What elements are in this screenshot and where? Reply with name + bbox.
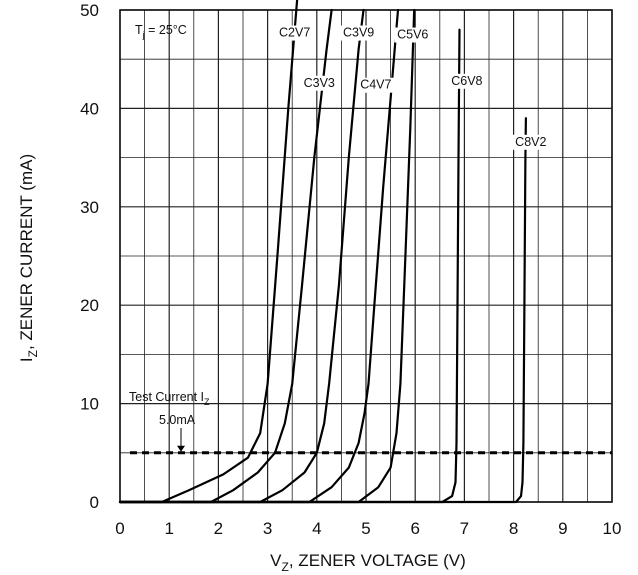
x-tick-label: 3 xyxy=(263,519,272,538)
test-current-group xyxy=(130,428,612,455)
series-label-background xyxy=(512,134,550,150)
condition-label: Tj = 25°C xyxy=(135,23,187,40)
series-label-background xyxy=(448,73,486,89)
x-tick-label: 5 xyxy=(361,519,370,538)
curve-c8v2 xyxy=(118,117,527,504)
curve-c5v6 xyxy=(118,8,416,504)
series-labels: C2V7 C3V3 C3V9 C4V7 C5V6 C6V8 C8V2 xyxy=(276,25,550,150)
curve-c3v9 xyxy=(118,8,365,504)
x-tick-label: 8 xyxy=(509,519,518,538)
test-current-value: 5.0mA xyxy=(159,413,196,427)
x-tick-label: 0 xyxy=(115,519,124,538)
curve-c2v7 xyxy=(118,0,299,504)
y-tick-label: 0 xyxy=(90,493,99,512)
y-tick-label: 50 xyxy=(80,1,99,20)
x-axis-title: VZ, ZENER VOLTAGE (V) xyxy=(270,551,466,574)
series-label-background xyxy=(357,77,395,93)
y-tick-label: 20 xyxy=(80,296,99,315)
x-tick-label: 4 xyxy=(312,519,321,538)
series-label-c3v3: C3V3 xyxy=(304,76,335,90)
series-label-background xyxy=(300,75,338,91)
x-tick-label: 1 xyxy=(164,519,173,538)
series-label-background xyxy=(276,25,314,41)
series-label-background xyxy=(394,27,432,43)
y-tick-label: 10 xyxy=(80,395,99,414)
series-label-c2v7: C2V7 xyxy=(279,26,310,40)
series-label-background xyxy=(340,25,378,41)
y-tick-label: 40 xyxy=(80,99,99,118)
y-axis-title: IZ, ZENER CURRENT (mA) xyxy=(17,154,40,362)
x-tick-label: 7 xyxy=(460,519,469,538)
test-current-label: Test Current IZ xyxy=(129,390,210,407)
series-label-c6v8: C6V8 xyxy=(451,74,482,88)
tick-labels: 0 1 2 3 4 5 6 7 8 9 10 0 10 20 30 40 50 xyxy=(80,1,621,538)
y-tick-label: 30 xyxy=(80,198,99,217)
series-label-c4v7: C4V7 xyxy=(360,78,391,92)
x-tick-label: 6 xyxy=(410,519,419,538)
series-label-c8v2: C8V2 xyxy=(515,135,546,149)
x-tick-label: 2 xyxy=(214,519,223,538)
curve-c3v3 xyxy=(118,8,333,504)
x-tick-label: 10 xyxy=(603,519,622,538)
x-tick-label: 9 xyxy=(558,519,567,538)
test-current-arrow-head xyxy=(177,445,185,452)
series-label-c3v9: C3V9 xyxy=(343,26,374,40)
series-label-c5v6: C5V6 xyxy=(397,28,428,42)
